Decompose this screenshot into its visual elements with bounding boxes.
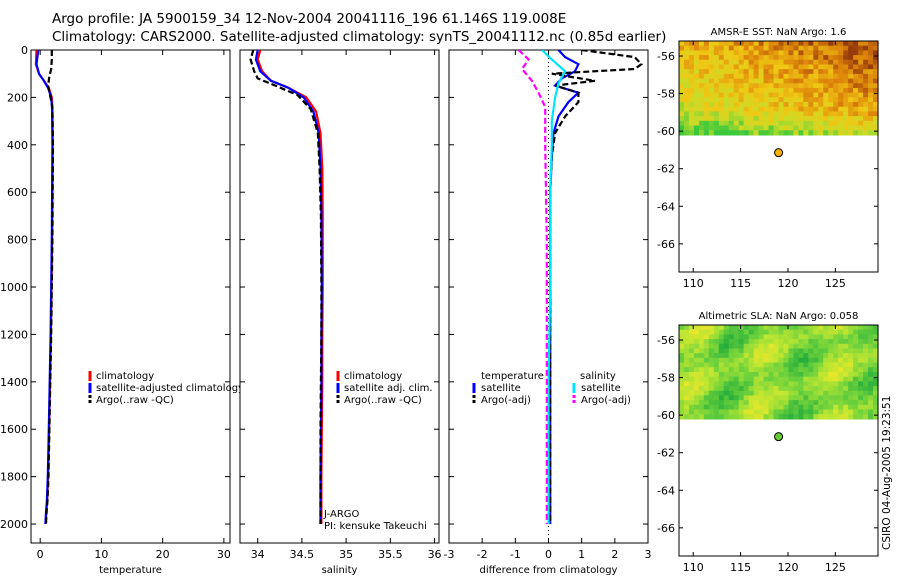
- map-ytick-label: -66: [657, 522, 675, 535]
- annotation-pi: PI: kensuke Takeuchi: [324, 521, 427, 532]
- map-panel-sst_map: 110 115 120 125 -56 -58 -60 -62 -64 -66 AMSR-E SST…: [657, 27, 879, 290]
- map-xtick-label: 125: [825, 277, 846, 290]
- xtick-label: 35.5: [378, 548, 403, 561]
- panel-salinity: 34 34.5 35 35.5 36 salinity climatologysatelli…: [239, 49, 442, 576]
- legend-label: Argo(-adj): [481, 395, 531, 406]
- ytick-label: 200: [7, 91, 28, 104]
- xtick-label: 30: [217, 548, 231, 561]
- legend-label: satellite: [481, 383, 521, 394]
- map-xtick-label: 120: [777, 561, 798, 574]
- map-title-sst_map: AMSR-E SST: NaN Argo: 1.6: [711, 27, 847, 38]
- xtick-label: -3: [444, 548, 455, 561]
- legend-title-temperature: temperature: [481, 371, 544, 382]
- map-xtick-label: 110: [683, 561, 704, 574]
- ytick-label: 800: [7, 234, 28, 247]
- legend-label: Argo(..raw -QC): [344, 395, 422, 406]
- map-ytick-label: -64: [657, 200, 675, 213]
- ytick-label: 1600: [0, 423, 28, 436]
- map-xtick-label: 110: [683, 277, 704, 290]
- xtick-label: 0: [37, 548, 44, 561]
- legend-label: climatology: [96, 371, 154, 382]
- map-ytick-label: -58: [657, 88, 675, 101]
- map-xtick-label: 115: [730, 561, 751, 574]
- map-ytick-label: -62: [657, 163, 675, 176]
- xtick-label: 34.5: [290, 548, 315, 561]
- ytick-label: 2000: [0, 518, 28, 531]
- xaxis-label-temperature: temperature: [99, 565, 162, 576]
- argo-location-marker: [774, 148, 784, 158]
- ytick-label: 600: [7, 186, 28, 199]
- map-title-sla_map: Altimetric SLA: NaN Argo: 0.058: [699, 311, 859, 322]
- xaxis-label-difference: difference from climatology: [480, 565, 618, 576]
- map-xtick-label: 125: [825, 561, 846, 574]
- legend-label: satellite adj. clim.: [344, 383, 433, 394]
- series-line-temperature-argo-adj-: [549, 50, 644, 524]
- map-border-sst_map: [678, 40, 879, 273]
- heatmap-cells-sla_map: [679, 325, 879, 420]
- ytick-label: 0: [21, 44, 28, 57]
- legend-title-salinity: salinity: [580, 371, 616, 382]
- legend-label: satellite-adjusted climatology: [96, 383, 244, 394]
- map-ytick-label: -62: [657, 447, 675, 460]
- xtick-label: 34: [251, 548, 265, 561]
- xtick-label: 35: [339, 548, 353, 561]
- panel-frame-salinity: [239, 49, 440, 544]
- series-line-salinity-satellite: [541, 50, 567, 524]
- map-ytick-label: -60: [657, 409, 675, 422]
- legend-label: Argo(-adj): [581, 395, 631, 406]
- xtick-label: -1: [510, 548, 521, 561]
- xtick-label: 10: [94, 548, 108, 561]
- map-xtick-label: 120: [777, 277, 798, 290]
- panel-temperature: 0 10 20 30 0 200 400 600 800 1000 1200 1400 1600 1800…: [0, 44, 244, 576]
- map-ytick-label: -56: [657, 334, 675, 347]
- argo-location-marker: [774, 432, 784, 442]
- xtick-label: 1: [578, 548, 585, 561]
- legend-label: climatology: [344, 371, 402, 382]
- map-ytick-label: -60: [657, 125, 675, 138]
- footer-stamp: CSIRO 04-Aug-2005 19:23:51: [881, 396, 893, 550]
- ytick-label: 1000: [0, 281, 28, 294]
- series-line-salinity-argo-adj-: [517, 50, 548, 524]
- xtick-label: 2: [611, 548, 618, 561]
- map-ytick-label: -58: [657, 372, 675, 385]
- map-xtick-label: 115: [730, 277, 751, 290]
- ytick-label: 1200: [0, 328, 28, 341]
- ytick-label: 1800: [0, 471, 28, 484]
- panel-difference: -3 -2 -1 0 1 2 3 difference from climatology tem…: [444, 49, 652, 576]
- ytick-label: 400: [7, 139, 28, 152]
- xtick-label: 36: [428, 548, 442, 561]
- map-ytick-label: -64: [657, 484, 675, 497]
- ytick-label: 1400: [0, 376, 28, 389]
- figure-title-line2: Climatology: CARS2000. Satellite-adjuste…: [52, 29, 667, 45]
- xtick-label: 20: [156, 548, 170, 561]
- figure-title-line1: Argo profile: JA 5900159_34 12-Nov-2004 …: [52, 11, 567, 27]
- annotation-program: J-ARGO: [323, 509, 360, 520]
- series-line-argo-raw-qc-: [249, 50, 323, 524]
- xaxis-label-salinity: salinity: [322, 565, 358, 576]
- map-border-sla_map: [678, 324, 879, 557]
- xtick-label: 0: [545, 548, 552, 561]
- heatmap-cells-sst_map: [679, 41, 879, 136]
- panel-frame-temperature: [30, 49, 231, 544]
- xtick-label: -2: [477, 548, 488, 561]
- legend-label: satellite: [581, 383, 621, 394]
- xtick-label: 3: [645, 548, 652, 561]
- series-line-argo-raw-qc-: [44, 50, 55, 525]
- map-panel-sla_map: 110 115 120 125 -56 -58 -60 -62 -64 -66 Altimetric…: [657, 311, 879, 574]
- legend-label: Argo(..raw -QC): [96, 395, 174, 406]
- map-ytick-label: -56: [657, 50, 675, 63]
- map-ytick-label: -66: [657, 238, 675, 251]
